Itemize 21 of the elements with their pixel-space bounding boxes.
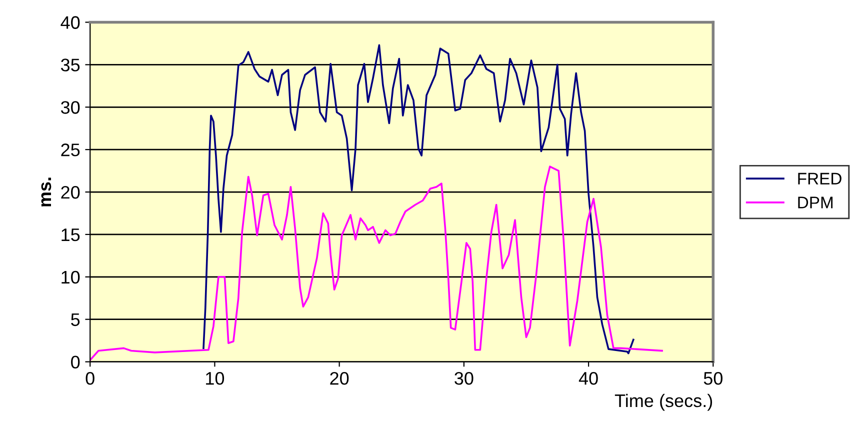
line-series <box>90 166 663 361</box>
y-tick-label: 40 <box>60 16 80 29</box>
x-axis-title: Time (secs.) <box>614 394 712 411</box>
x-tick-label: 40 <box>578 372 598 385</box>
x-tick-label: 0 <box>86 372 94 385</box>
y-axis-title: ms. <box>41 178 52 206</box>
y-tick-label: 10 <box>62 270 80 284</box>
y-tick-label: 35 <box>60 58 80 72</box>
y-tick-label: 25 <box>61 144 80 156</box>
y-tick-label: 30 <box>60 101 80 114</box>
x-tick-label: 50 <box>704 372 722 385</box>
y-tick-label: 0 <box>71 356 80 369</box>
y-tick-label: 5 <box>71 313 80 326</box>
legend-label: DPM <box>798 196 833 208</box>
x-tick-label: 10 <box>206 372 224 385</box>
line-series <box>202 44 634 354</box>
x-tick-label: 30 <box>454 372 474 385</box>
y-tick-label: 20 <box>61 186 80 199</box>
y-tick-label: 15 <box>62 228 80 242</box>
legend-label: FRED <box>798 172 842 184</box>
x-tick-label: 20 <box>330 372 349 385</box>
